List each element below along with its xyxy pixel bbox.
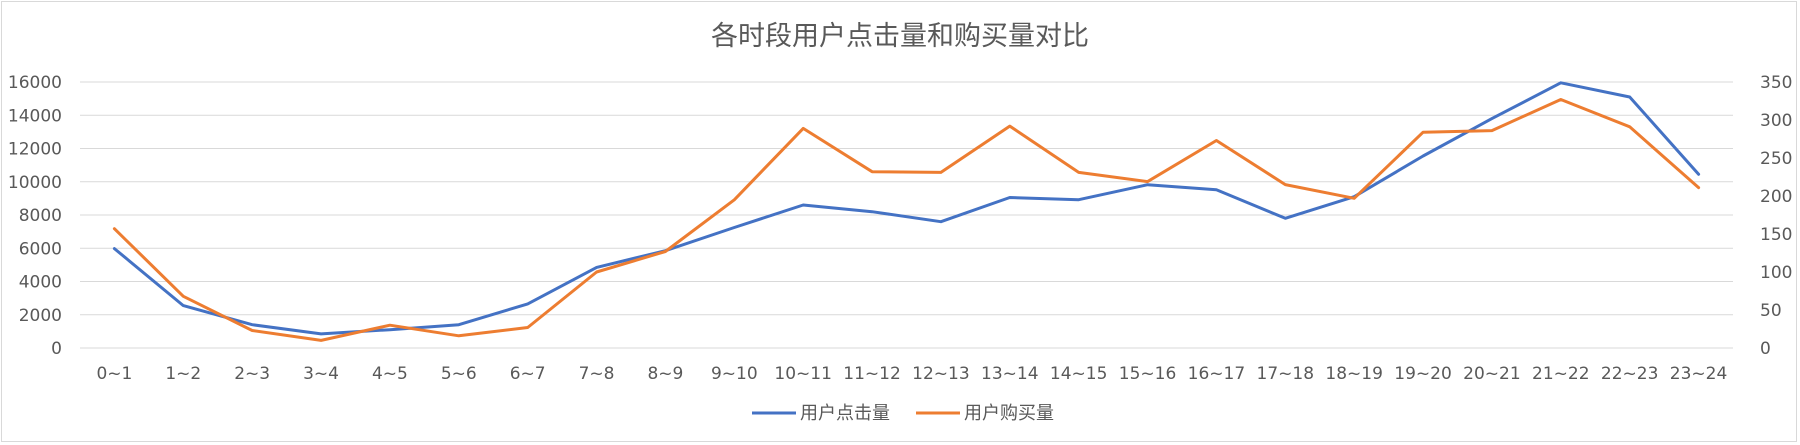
right-tick-label: 0 xyxy=(1760,339,1771,359)
x-tick-label: 5~6 xyxy=(441,364,477,384)
x-tick-label: 23~24 xyxy=(1670,364,1728,384)
right-tick-label: 250 xyxy=(1760,149,1792,169)
legend-label: 用户点击量 xyxy=(800,403,890,424)
x-tick-label: 17~18 xyxy=(1257,364,1315,384)
x-tick-label: 3~4 xyxy=(303,364,339,384)
x-tick-label: 0~1 xyxy=(96,364,132,384)
gridlines xyxy=(80,81,1733,349)
right-tick-label: 300 xyxy=(1760,111,1792,131)
right-tick-label: 350 xyxy=(1760,73,1792,93)
x-tick-label: 1~2 xyxy=(165,364,201,384)
x-tick-label: 21~22 xyxy=(1532,364,1590,384)
left-tick-label: 6000 xyxy=(19,239,62,259)
x-tick-label: 18~19 xyxy=(1325,364,1383,384)
right-tick-label: 50 xyxy=(1760,301,1782,321)
chart-title: 各时段用户点击量和购买量对比 xyxy=(711,21,1089,52)
left-tick-label: 10000 xyxy=(8,173,62,193)
right-tick-label: 150 xyxy=(1760,225,1792,245)
series-layer xyxy=(112,81,1701,342)
x-tick-label: 20~21 xyxy=(1463,364,1521,384)
left-tick-label: 14000 xyxy=(8,106,62,126)
x-tick-label: 10~11 xyxy=(774,364,832,384)
left-tick-label: 8000 xyxy=(19,206,62,226)
left-tick-label: 2000 xyxy=(19,306,62,326)
legend-label: 用户购买量 xyxy=(964,403,1054,424)
x-tick-label: 8~9 xyxy=(647,364,683,384)
x-tick-label: 16~17 xyxy=(1188,364,1246,384)
x-tick-label: 4~5 xyxy=(372,364,408,384)
x-tick-label: 2~3 xyxy=(234,364,270,384)
x-tick-label: 14~15 xyxy=(1050,364,1108,384)
x-axis: 0~1 1~2 2~3 3~4 4~5 5~6 6~7 7~8 8~9 9~10 10~11 11~1… xyxy=(96,364,1727,384)
x-tick-label: 12~13 xyxy=(912,364,970,384)
left-tick-label: 16000 xyxy=(8,73,62,93)
x-tick-label: 15~16 xyxy=(1119,364,1177,384)
left-tick-label: 12000 xyxy=(8,140,62,160)
right-tick-label: 100 xyxy=(1760,263,1792,283)
x-tick-label: 13~14 xyxy=(981,364,1039,384)
left-tick-label: 0 xyxy=(51,339,62,359)
x-tick-label: 6~7 xyxy=(510,364,546,384)
legend: 用户点击量 用户购买量 xyxy=(752,403,1054,424)
left-y-axis: 0 2000 4000 6000 8000 10000 12000 14000 16000 xyxy=(8,73,62,359)
x-tick-label: 9~10 xyxy=(711,364,758,384)
x-tick-label: 11~12 xyxy=(843,364,901,384)
x-tick-label: 7~8 xyxy=(579,364,615,384)
right-tick-label: 200 xyxy=(1760,187,1792,207)
series-line xyxy=(112,81,1701,336)
series-line xyxy=(112,98,1701,342)
right-y-axis: 0 50 100 150 200 250 300 350 xyxy=(1760,73,1792,359)
x-tick-label: 19~20 xyxy=(1394,364,1452,384)
x-tick-label: 22~23 xyxy=(1601,364,1659,384)
left-tick-label: 4000 xyxy=(19,273,62,293)
